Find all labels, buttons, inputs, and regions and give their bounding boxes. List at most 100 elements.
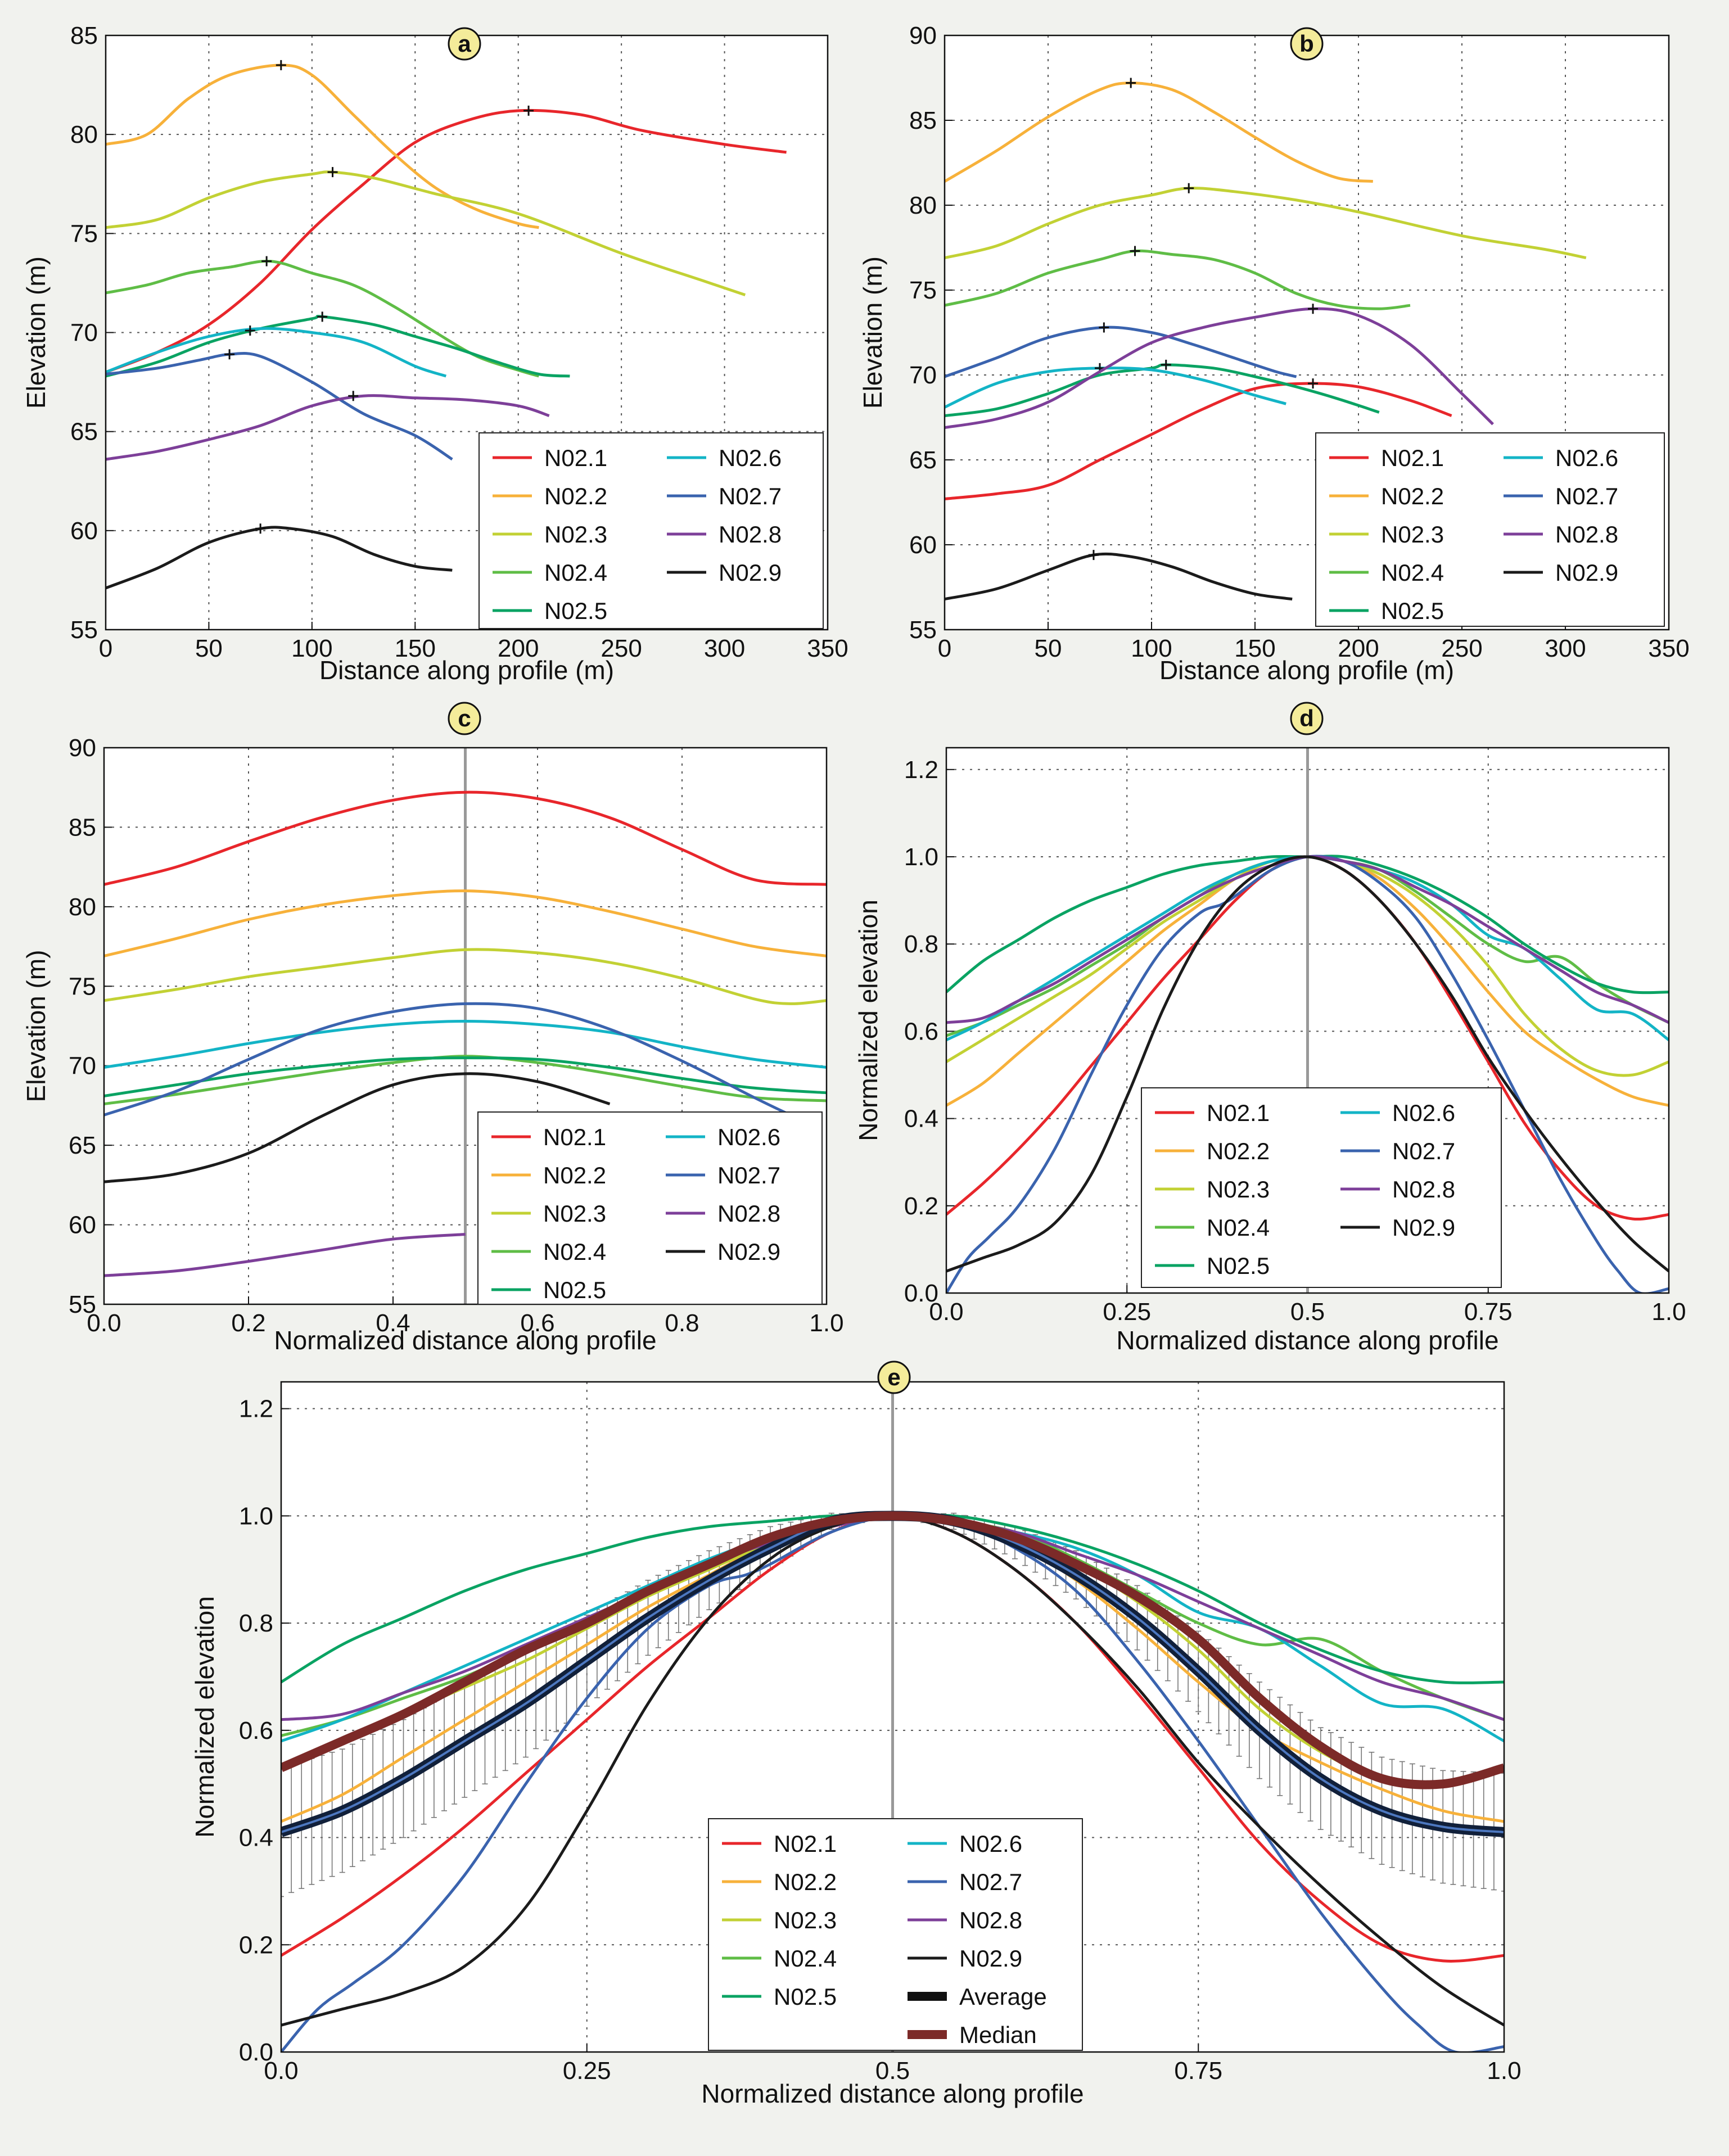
legend-label-N02.9: N02.9: [719, 559, 782, 586]
series-line-N02.8: [106, 394, 550, 461]
y-tick-label: 60: [909, 531, 937, 559]
legend-label-N02.7: N02.7: [959, 1869, 1022, 1895]
peak-marker: [1099, 322, 1109, 333]
legend-label-N02.4: N02.4: [543, 1239, 606, 1265]
plot-frame: [103, 747, 828, 1305]
panel-label-badge: b: [1290, 27, 1324, 61]
legend-label-N02.8: N02.8: [717, 1200, 780, 1227]
legend-label-N02.6: N02.6: [959, 1830, 1022, 1857]
series-line-N02.9: [104, 1072, 611, 1183]
peak-marker: [1130, 246, 1140, 256]
y-tick-label: 55: [69, 1291, 96, 1318]
panel-c: 0.0 0.2 0.4 0.6 0.8 1.0 55 60 65 70 75 80 85 90 Normal…: [21, 702, 844, 1355]
legend-label-N02.2: N02.2: [774, 1869, 837, 1895]
panel-label-circle: [1290, 27, 1324, 61]
legend-label-N02.9: N02.9: [959, 1945, 1022, 1972]
plot-series: [106, 60, 787, 590]
legend-label-Median: Median: [959, 2022, 1037, 2048]
series-line-N02.7: [945, 326, 1297, 378]
y-tick-label: 85: [70, 22, 98, 49]
peak-marker: [327, 167, 338, 178]
series-line-N02.1: [106, 109, 787, 374]
legend-label-N02.1: N02.1: [1207, 1100, 1270, 1126]
series-line-N02.5: [104, 1056, 827, 1097]
y-tick-label: 85: [909, 107, 937, 134]
x-tick-label: 1.0: [809, 1309, 843, 1337]
y-tick-label: 70: [69, 1052, 96, 1080]
legend-label-N02.6: N02.6: [717, 1124, 780, 1150]
peak-marker: [317, 311, 328, 322]
x-tick-label: 0.6: [520, 1309, 554, 1337]
y-tick-label: 0.6: [904, 1018, 938, 1045]
y-tick-label: 0.8: [904, 930, 938, 958]
legend-label-N02.5: N02.5: [1207, 1253, 1270, 1279]
x-axis-label: Normalized distance along profile: [701, 2079, 1084, 2108]
y-tick-label: 90: [909, 22, 937, 49]
peak-marker: [255, 523, 266, 534]
x-axis-label: Normalized distance along profile: [274, 1326, 656, 1355]
y-tick-label: 60: [70, 517, 98, 545]
legend-label-Average: Average: [959, 1983, 1047, 2010]
legend-label-N02.4: N02.4: [1207, 1214, 1270, 1241]
panel-label-badge: e: [877, 1361, 911, 1394]
legend-label-N02.8: N02.8: [1392, 1176, 1455, 1203]
x-tick-label: 50: [195, 635, 223, 662]
x-tick-label: 0.0: [264, 2057, 298, 2085]
legend-label-N02.1: N02.1: [543, 1124, 606, 1150]
plot-series: [281, 1511, 1504, 2052]
peak-marker: [245, 325, 255, 336]
peak-marker: [348, 391, 359, 401]
y-tick-label: 70: [909, 361, 937, 389]
series-line-N02.1: [104, 790, 827, 886]
y-axis-label: Normalized elevation: [190, 1596, 219, 1838]
series-line-N02.6: [945, 367, 1286, 409]
series-line-N02.2: [104, 889, 827, 957]
y-tick-label: 80: [909, 192, 937, 219]
panel-label-text: e: [887, 1364, 900, 1390]
legend-label-N02.3: N02.3: [544, 521, 607, 548]
panel-label-badge: a: [448, 27, 481, 61]
x-tick-label: 0.8: [665, 1309, 699, 1337]
y-tick-label: 55: [70, 616, 98, 644]
series-line-N02.3: [104, 948, 827, 1005]
x-tick-label: 0.5: [875, 2057, 910, 2085]
peak-marker: [1088, 550, 1099, 561]
series-line-N02.9: [946, 855, 1669, 1273]
y-tick-label: 65: [70, 418, 98, 446]
series-line-N02.8: [104, 1233, 466, 1277]
peak-marker: [1126, 78, 1136, 88]
legend-label-N02.3: N02.3: [543, 1200, 606, 1227]
panel-e: 0.0 0.25 0.5 0.75 1.0 0.0 0.2 0.4 0.6 0.8 1.0 1.2 No…: [190, 1361, 1522, 2108]
legend-label-N02.5: N02.5: [774, 1983, 837, 2010]
x-tick-label: 150: [395, 635, 436, 662]
y-tick-label: 75: [70, 220, 98, 247]
y-tick-label: 65: [69, 1132, 96, 1159]
plot-frame: [945, 747, 1670, 1294]
y-axis-label: Elevation (m): [21, 256, 51, 409]
legend: N02.1 N02.2 N02.3 N02.4 N02.5 N02.6 N02.7 N02.8…: [708, 1818, 1083, 2051]
legend-label-N02.4: N02.4: [1381, 559, 1444, 586]
panel-label-circle: [448, 702, 481, 735]
legend-label-N02.5: N02.5: [544, 598, 607, 624]
x-tick-label: 0.5: [1290, 1298, 1325, 1326]
y-tick-label: 70: [70, 319, 98, 347]
x-tick-label: 0: [99, 635, 112, 662]
legend-label-N02.2: N02.2: [543, 1162, 606, 1188]
y-tick-label: 55: [909, 616, 937, 644]
legend-label-N02.2: N02.2: [1207, 1138, 1270, 1164]
x-tick-label: 0.25: [1103, 1298, 1151, 1326]
x-tick-label: 300: [704, 635, 745, 662]
series-line-N02.5: [106, 315, 570, 378]
legend-label-N02.7: N02.7: [719, 483, 782, 509]
panel-label-badge: c: [448, 702, 481, 735]
y-tick-label: 80: [69, 893, 96, 921]
legend-label-N02.7: N02.7: [1392, 1138, 1455, 1164]
y-axis-label: Elevation (m): [21, 950, 51, 1102]
y-tick-label: 75: [909, 277, 937, 304]
x-tick-label: 200: [1338, 635, 1379, 662]
x-tick-label: 350: [1648, 635, 1689, 662]
x-tick-label: 1.0: [1651, 1298, 1686, 1326]
y-tick-label: 1.0: [239, 1502, 273, 1530]
x-tick-label: 0.0: [929, 1298, 963, 1326]
legend-label-N02.1: N02.1: [544, 445, 607, 471]
